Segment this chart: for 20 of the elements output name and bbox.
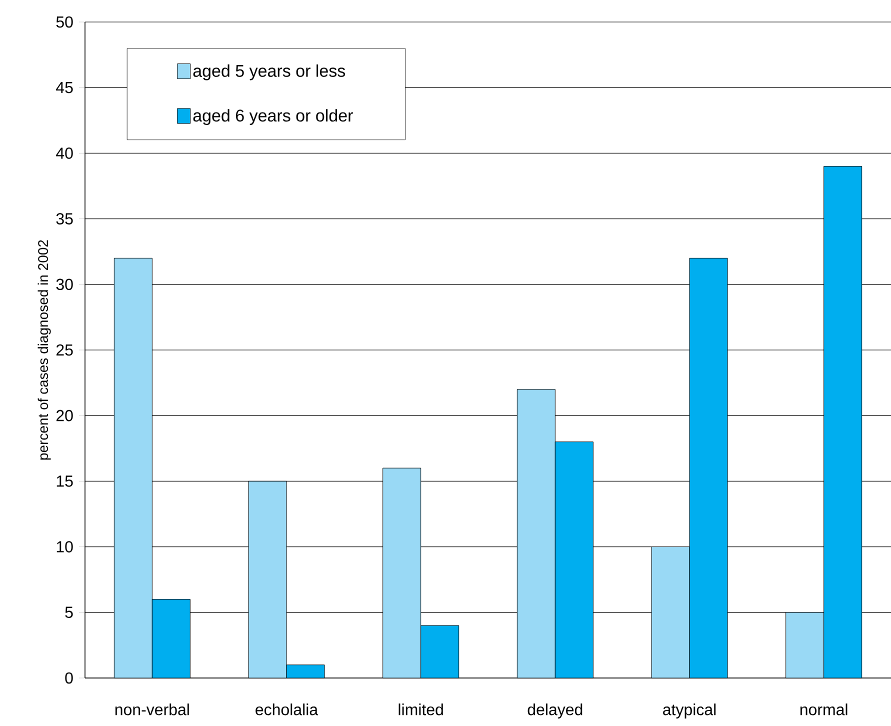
y-tick-label: 10 — [56, 541, 73, 552]
y-tick-label: 30 — [56, 278, 73, 290]
y-tick-label: 45 — [56, 82, 73, 94]
x-tick-label: limited — [398, 704, 443, 716]
y-tick-label: 25 — [56, 344, 73, 356]
x-tick-label: non-verbal — [115, 704, 189, 716]
y-tick-label: 35 — [56, 213, 73, 224]
legend-label: aged 6 years or older — [193, 109, 353, 125]
legend-label: aged 5 years or less — [193, 64, 346, 80]
y-tick-label: 40 — [56, 148, 73, 159]
x-tick-label: atypical — [663, 704, 716, 718]
y-axis-title: percent of cases diagnosed in 2002 — [38, 240, 51, 460]
x-tick-label: echolalia — [256, 704, 318, 716]
y-tick-label: 5 — [65, 606, 73, 618]
y-tick-label: 0 — [65, 672, 73, 684]
y-tick-label: 20 — [56, 410, 73, 422]
x-tick-label: normal — [800, 704, 848, 716]
x-tick-label: delayed — [528, 704, 582, 718]
y-tick-label: 50 — [56, 16, 73, 28]
y-tick-label: 15 — [56, 476, 73, 487]
